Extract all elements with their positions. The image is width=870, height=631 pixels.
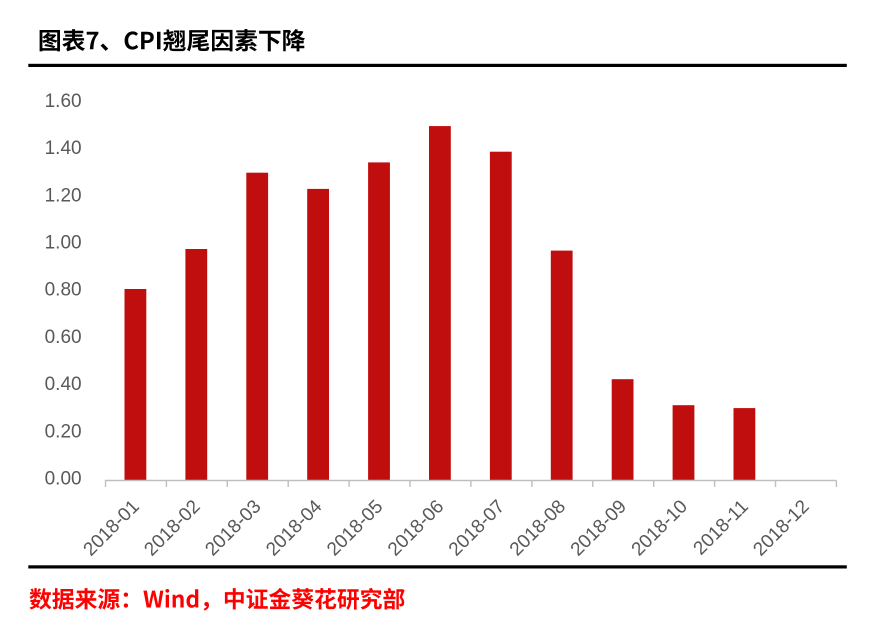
svg-text:0.00: 0.00 [45, 469, 82, 490]
svg-text:2018-03: 2018-03 [201, 496, 265, 560]
svg-text:2018-08: 2018-08 [506, 496, 570, 560]
svg-text:1.40: 1.40 [45, 138, 82, 159]
svg-text:0.80: 0.80 [45, 280, 82, 301]
svg-text:0.20: 0.20 [45, 421, 82, 442]
svg-text:2018-12: 2018-12 [749, 496, 813, 560]
svg-text:2018-09: 2018-09 [567, 496, 631, 560]
svg-text:0.60: 0.60 [45, 327, 82, 348]
svg-text:2018-07: 2018-07 [445, 496, 509, 560]
svg-text:0.40: 0.40 [45, 374, 82, 395]
svg-text:2018-01: 2018-01 [80, 496, 144, 560]
svg-text:1.20: 1.20 [45, 185, 82, 206]
svg-text:2018-10: 2018-10 [628, 496, 692, 560]
svg-text:2018-06: 2018-06 [384, 496, 448, 560]
svg-text:2018-05: 2018-05 [323, 496, 387, 560]
svg-text:2018-02: 2018-02 [140, 496, 204, 560]
svg-text:1.00: 1.00 [45, 233, 82, 254]
svg-text:2018-04: 2018-04 [262, 496, 326, 560]
svg-text:2018-11: 2018-11 [690, 496, 753, 559]
svg-text:1.60: 1.60 [45, 91, 82, 112]
